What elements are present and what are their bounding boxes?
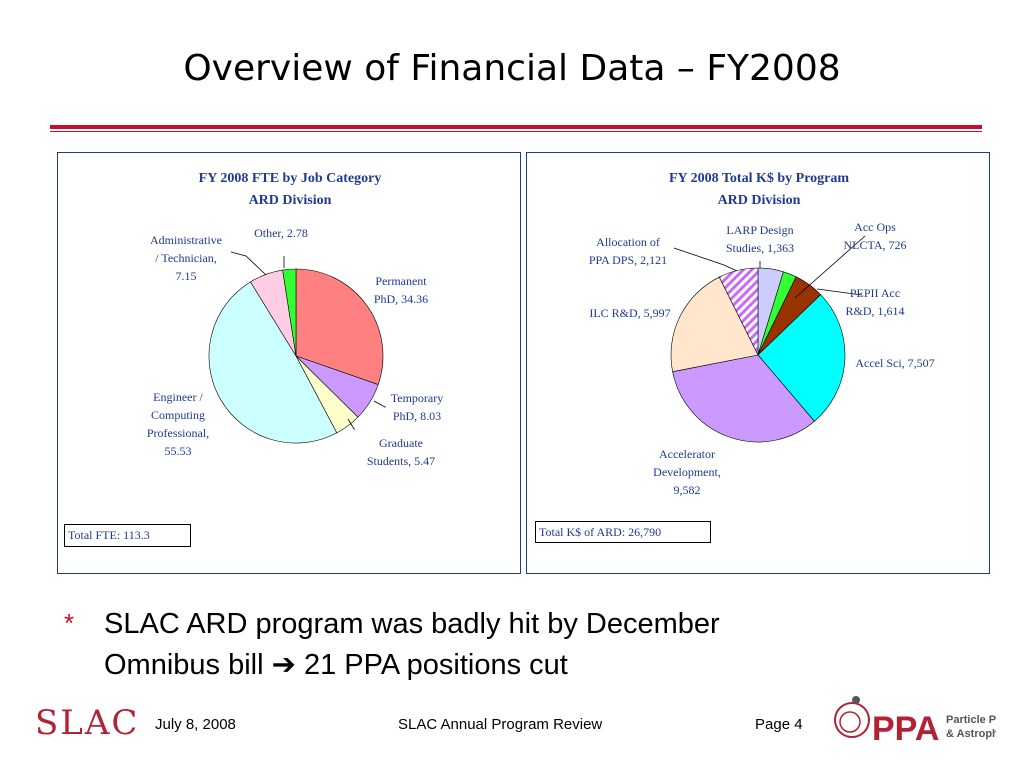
chart-subtitle: ARD Division [249, 193, 332, 208]
bullet-text: SLAC ARD program was badly hit by Decemb… [104, 604, 904, 686]
title-rule-thick [50, 125, 982, 129]
slice-label: Allocation of PPA DPS, 2,121 [589, 235, 667, 267]
total-fte-box: Total FTE: 113.3 [64, 524, 191, 547]
fte-pie-chart: FY 2008 FTE by Job Category ARD Division… [147, 171, 443, 468]
slide-title: Overview of Financial Data – FY2008 [183, 48, 841, 89]
arrow-icon: ➔ [271, 649, 296, 681]
chart-title: FY 2008 Total K$ by Program [669, 171, 849, 186]
ppa-tagline-2: & Astrophysics [946, 728, 996, 740]
leader-line [673, 247, 738, 272]
leader-line [230, 251, 267, 276]
pie-slice [672, 354, 815, 443]
slice-label: Acc Ops NLCTA, 726 [843, 220, 906, 252]
pie-slice [757, 294, 846, 422]
ppa-logo-text: PPA [872, 710, 939, 748]
title-rule-thin [50, 131, 982, 132]
pie-slice [282, 268, 297, 357]
chart-subtitle: ARD Division [718, 193, 801, 208]
pie-slice [208, 281, 338, 444]
slice-label: Administrative / Technician, 7.15 [150, 233, 222, 283]
ppa-logo: PPA Particle Physics & Astrophysics [834, 696, 996, 748]
pie-slice [295, 268, 384, 385]
leader-line [816, 288, 863, 296]
pie-slice [670, 276, 759, 373]
footer-page-number: Page 4 [755, 716, 803, 733]
ppa-orbit-icon [834, 702, 870, 738]
bullet-marker: * [64, 608, 75, 638]
slac-logo: SLAC [35, 703, 140, 743]
leader-line [373, 400, 386, 408]
program-chart-panel: FY 2008 Total K$ by Program ARD Division… [526, 152, 990, 574]
bullet-line-2: Omnibus bill [104, 649, 264, 681]
slice-label: Accel Sci, 7,507 [855, 356, 934, 370]
slice-label: Graduate Students, 5.47 [367, 436, 435, 468]
leader-line [347, 418, 355, 430]
slice-label: Accelerator Development, 9,582 [653, 447, 721, 497]
footer-date: July 8, 2008 [155, 716, 236, 733]
leader-line [794, 235, 866, 299]
slice-label: Engineer / Computing Professional, 55.53 [147, 390, 209, 458]
slice-label: PEPII Acc R&D, 1,614 [845, 286, 904, 318]
total-k-box: Total K$ of ARD: 26,790 [535, 521, 711, 543]
pie-slice [718, 267, 759, 356]
bullet-line-1: SLAC ARD program was badly hit by Decemb… [104, 608, 720, 640]
footer-title: SLAC Annual Program Review [398, 716, 603, 733]
chart-title: FY 2008 FTE by Job Category [199, 171, 382, 186]
slice-label: Temporary PhD, 8.03 [391, 391, 443, 423]
slice-label: Permanent PhD, 34.36 [374, 274, 428, 306]
slice-label: ILC R&D, 5,997 [589, 306, 670, 320]
fte-chart-panel: FY 2008 FTE by Job Category ARD Division… [57, 152, 521, 574]
slice-label: Other, 2.78 [254, 226, 308, 240]
program-pie-chart: FY 2008 Total K$ by Program ARD Division… [589, 171, 935, 497]
bullet-line-2-rest: 21 PPA positions cut [295, 649, 568, 681]
ppa-tagline-1: Particle Physics [946, 714, 996, 726]
slice-label: LARP Design Studies, 1,363 [726, 223, 794, 255]
